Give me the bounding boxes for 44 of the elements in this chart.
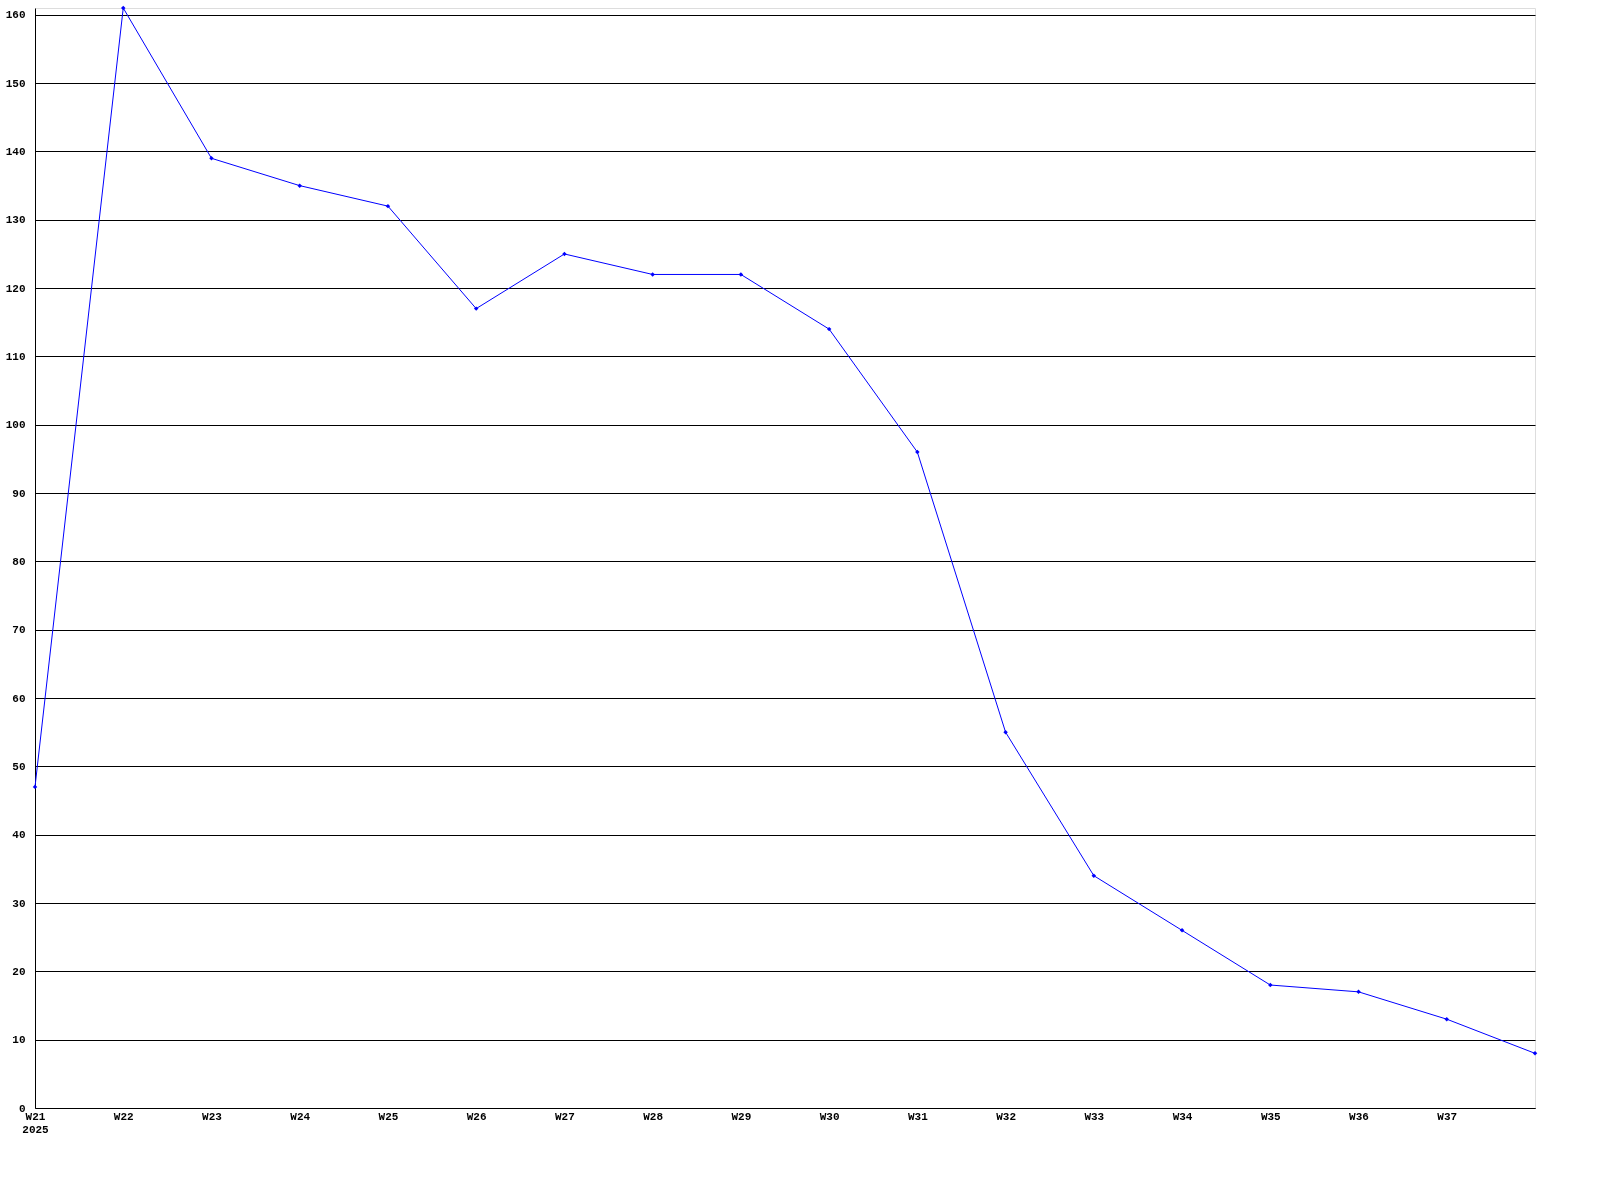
x-tick-label: W34 [1172, 1110, 1193, 1123]
y-tick-label: 70 [12, 624, 26, 637]
y-tick-label: 80 [12, 555, 26, 568]
point [473, 306, 479, 311]
x-tick-label: W29 [731, 1110, 752, 1123]
x-tick-label: W24 [290, 1110, 311, 1123]
x-tick-label: W35 [1260, 1110, 1282, 1123]
point [121, 5, 126, 11]
x-tick-label: W25 [378, 1110, 399, 1123]
point [385, 203, 391, 209]
y-tick-label: 160 [5, 9, 26, 22]
x-tick-label: W27 [555, 1110, 575, 1123]
y-tick-label: 140 [5, 145, 26, 158]
x-tick-label: W22 [113, 1110, 134, 1123]
point [209, 156, 214, 161]
y-tick-label: 40 [12, 829, 26, 842]
y-tick-label: 0 [18, 1102, 26, 1115]
y-tick-label: 120 [5, 282, 26, 295]
x-tick-label: W23 [202, 1110, 223, 1123]
point [650, 272, 655, 277]
x-tick-label: W36 [1349, 1110, 1369, 1123]
x-tick-label: W31 [907, 1110, 929, 1123]
x-tick-label: W28 [643, 1110, 664, 1123]
x-tick-label: W32 [996, 1110, 1016, 1123]
y-tick-label: 150 [5, 77, 26, 90]
y-tick-label: 110 [5, 350, 26, 363]
y-tick-label: 20 [12, 965, 26, 978]
x-tick-label: W30 [819, 1110, 840, 1123]
y-tick-label: 100 [5, 419, 26, 432]
x-tick-label: W26 [466, 1110, 487, 1123]
y-tick-label: 130 [5, 214, 26, 227]
point [1091, 873, 1097, 878]
y-tick-label: 30 [12, 897, 26, 910]
y-tick-label: 50 [12, 760, 26, 773]
y-tick-label: 90 [12, 487, 26, 500]
x-tick-label: W37 [1437, 1110, 1458, 1123]
point [826, 326, 832, 332]
point [1444, 1016, 1449, 1022]
point [1003, 729, 1008, 735]
point [32, 784, 38, 790]
y-tick-label: 60 [12, 692, 26, 705]
point [297, 183, 302, 188]
x-tick-label: W33 [1084, 1110, 1105, 1123]
y-tick-label: 10 [12, 1034, 26, 1047]
